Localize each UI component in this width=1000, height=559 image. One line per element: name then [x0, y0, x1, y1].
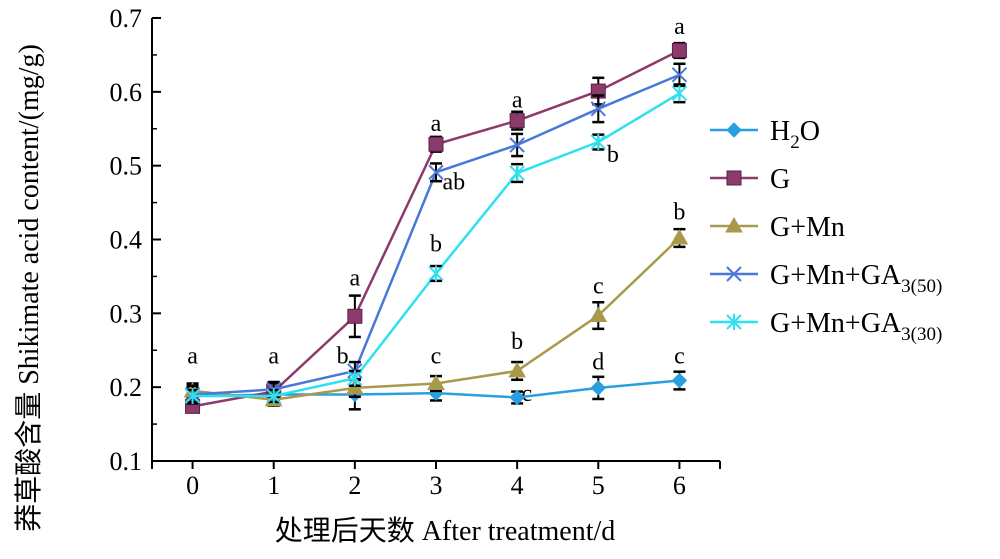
y-tick-label: 0.5 [110, 152, 143, 181]
legend-label: G+Mn+GA3(30) [770, 308, 942, 345]
y-axis-title: 莽草酸含量 Shikimate acid content/(mg/g) [13, 44, 45, 532]
legend-item-1: G [710, 164, 790, 195]
annotation-letter: b [511, 329, 523, 355]
annotation-letter: ab [443, 169, 466, 195]
data-point [590, 380, 606, 396]
annotation-letter: b [430, 231, 442, 257]
y-tick-label: 0.1 [110, 447, 143, 476]
annotation-letter: b [673, 200, 685, 226]
data-point [671, 372, 688, 389]
annotation-letter: d [592, 349, 604, 375]
legend-marker [726, 266, 742, 282]
x-tick-label: 4 [511, 471, 524, 500]
x-tick-label: 5 [592, 471, 605, 500]
legend-marker [726, 314, 742, 330]
data-point [670, 229, 689, 245]
legend-label: G+Mn+GA3(50) [770, 260, 942, 297]
x-axis-title: 处理后天数 After treatment/d [275, 515, 616, 547]
x-tick-label: 2 [348, 471, 361, 500]
y-tick-label: 0.4 [110, 226, 143, 255]
data-point [427, 374, 445, 390]
data-point [671, 85, 688, 102]
data-point [509, 137, 525, 153]
data-point [590, 101, 606, 117]
annotation-letter: a [268, 344, 279, 370]
data-point [509, 389, 525, 406]
x-tick-label: 6 [673, 471, 686, 500]
annotation-letter: c [674, 344, 685, 370]
annotation-letter: a [512, 87, 523, 113]
legend-marker [726, 122, 742, 138]
data-point [509, 165, 525, 182]
y-axis-title-en: Shikimate acid content/(mg/g) [14, 44, 45, 385]
x-tick-label: 3 [430, 471, 443, 500]
legend-marker [726, 170, 742, 186]
x-tick-label: 1 [267, 471, 280, 500]
svg-text:莽草酸含量 Shikimate acid con: 莽草酸含量 Shikimate acid content/(mg/g) [13, 44, 45, 532]
legend-marker [725, 216, 743, 233]
axes: 0.1 0.2 0.3 0.4 0.5 0.6 0.7 0 1 2 3 4 5 6 [110, 4, 721, 500]
data-point [347, 308, 363, 324]
data-point [266, 388, 282, 405]
annotation-letter: a [350, 265, 361, 291]
legend-item-3: G+Mn+GA3(50) [710, 260, 942, 297]
data-point [589, 306, 608, 323]
legend: H2O G G+Mn G+Mn+GA3(50) G+Mn+GA3(30) [710, 116, 942, 345]
legend-item-0: H2O [710, 116, 820, 153]
annotation-letter: c [522, 381, 533, 407]
legend-item-4: G+Mn+GA3(30) [710, 308, 942, 345]
data-point [509, 113, 525, 129]
y-tick-label: 0.7 [110, 4, 143, 33]
series-group [183, 41, 689, 414]
y-axis-title-cn: 莽草酸含量 [13, 392, 45, 532]
annotation-letter: b [607, 142, 619, 168]
annotation-letter: b [337, 344, 349, 370]
legend-label: H2O [770, 116, 820, 153]
y-tick-label: 0.3 [110, 299, 143, 328]
data-point [428, 136, 444, 152]
data-point [590, 134, 606, 151]
data-point [671, 67, 688, 83]
annotation-letter: c [593, 273, 604, 299]
data-point [347, 370, 363, 387]
legend-label: G [770, 164, 790, 195]
data-point [184, 388, 201, 405]
data-point [671, 42, 687, 58]
y-tick-label: 0.2 [110, 373, 143, 402]
legend-label: G+Mn [770, 212, 845, 243]
x-tick-label: 0 [186, 471, 199, 500]
annotation-letter: c [431, 344, 442, 370]
series-4 [184, 83, 688, 405]
annotation-letter: a [431, 111, 442, 137]
data-point [508, 361, 527, 378]
annotation-letter: a [674, 14, 685, 40]
y-tick-label: 0.6 [110, 78, 143, 107]
data-point [428, 164, 444, 181]
legend-item-2: G+Mn [710, 212, 845, 243]
annotation-letter: a [187, 344, 198, 370]
data-point [428, 265, 444, 282]
